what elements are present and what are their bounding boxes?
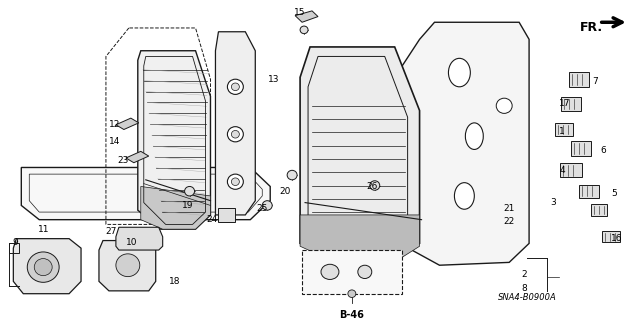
Polygon shape [295, 11, 318, 22]
Text: B-46: B-46 [339, 309, 364, 319]
Ellipse shape [358, 265, 372, 278]
Circle shape [348, 290, 356, 298]
Text: 7: 7 [592, 77, 598, 85]
Text: 13: 13 [268, 75, 280, 84]
Text: 23: 23 [117, 156, 129, 165]
Text: 19: 19 [182, 201, 193, 210]
Polygon shape [569, 72, 589, 87]
Text: 22: 22 [504, 217, 515, 226]
Polygon shape [99, 241, 156, 291]
Ellipse shape [465, 123, 483, 149]
Circle shape [184, 187, 195, 196]
Text: 10: 10 [126, 238, 138, 247]
Text: 1: 1 [559, 127, 565, 136]
Circle shape [227, 174, 243, 189]
Polygon shape [591, 204, 607, 216]
Circle shape [287, 170, 297, 180]
Ellipse shape [449, 58, 470, 87]
Polygon shape [302, 250, 402, 294]
Text: 21: 21 [504, 204, 515, 213]
Circle shape [232, 178, 239, 186]
Circle shape [35, 259, 52, 276]
Polygon shape [300, 215, 420, 265]
Polygon shape [21, 167, 270, 220]
Text: 24: 24 [207, 215, 218, 224]
Circle shape [370, 181, 380, 190]
Text: 27: 27 [105, 226, 116, 235]
Text: 11: 11 [38, 225, 49, 234]
Polygon shape [579, 185, 599, 198]
Text: 8: 8 [521, 284, 527, 293]
Polygon shape [116, 227, 163, 250]
Text: 25: 25 [257, 204, 268, 213]
Text: 14: 14 [109, 137, 120, 146]
Polygon shape [218, 208, 236, 222]
Text: 15: 15 [294, 8, 306, 17]
Polygon shape [216, 32, 255, 215]
Ellipse shape [321, 264, 339, 279]
Polygon shape [141, 187, 211, 229]
Polygon shape [561, 97, 581, 111]
Polygon shape [13, 239, 81, 294]
Text: 26: 26 [366, 182, 378, 191]
Circle shape [116, 254, 140, 277]
Text: SNA4-B0900A: SNA4-B0900A [498, 293, 556, 302]
Text: 2: 2 [522, 270, 527, 279]
Polygon shape [602, 231, 620, 242]
Polygon shape [126, 151, 148, 163]
Polygon shape [385, 22, 529, 265]
Circle shape [227, 79, 243, 94]
Text: 20: 20 [280, 187, 291, 196]
Text: 5: 5 [611, 189, 616, 197]
Polygon shape [116, 118, 139, 130]
Text: 12: 12 [109, 120, 120, 129]
Circle shape [232, 130, 239, 138]
Circle shape [262, 201, 272, 210]
Text: 18: 18 [169, 277, 180, 286]
Circle shape [227, 127, 243, 142]
Text: 17: 17 [559, 100, 571, 108]
Text: 6: 6 [600, 146, 605, 155]
Text: 16: 16 [611, 234, 623, 243]
Circle shape [232, 83, 239, 91]
Text: 9: 9 [12, 238, 18, 247]
Circle shape [300, 26, 308, 34]
Circle shape [496, 98, 512, 113]
Text: FR.: FR. [580, 20, 604, 33]
Polygon shape [138, 51, 211, 229]
Polygon shape [300, 47, 420, 265]
Circle shape [28, 252, 59, 282]
Polygon shape [560, 163, 582, 177]
Text: 4: 4 [559, 166, 564, 175]
Text: 3: 3 [550, 198, 556, 207]
Polygon shape [571, 141, 591, 156]
Polygon shape [555, 123, 573, 136]
Ellipse shape [454, 183, 474, 209]
